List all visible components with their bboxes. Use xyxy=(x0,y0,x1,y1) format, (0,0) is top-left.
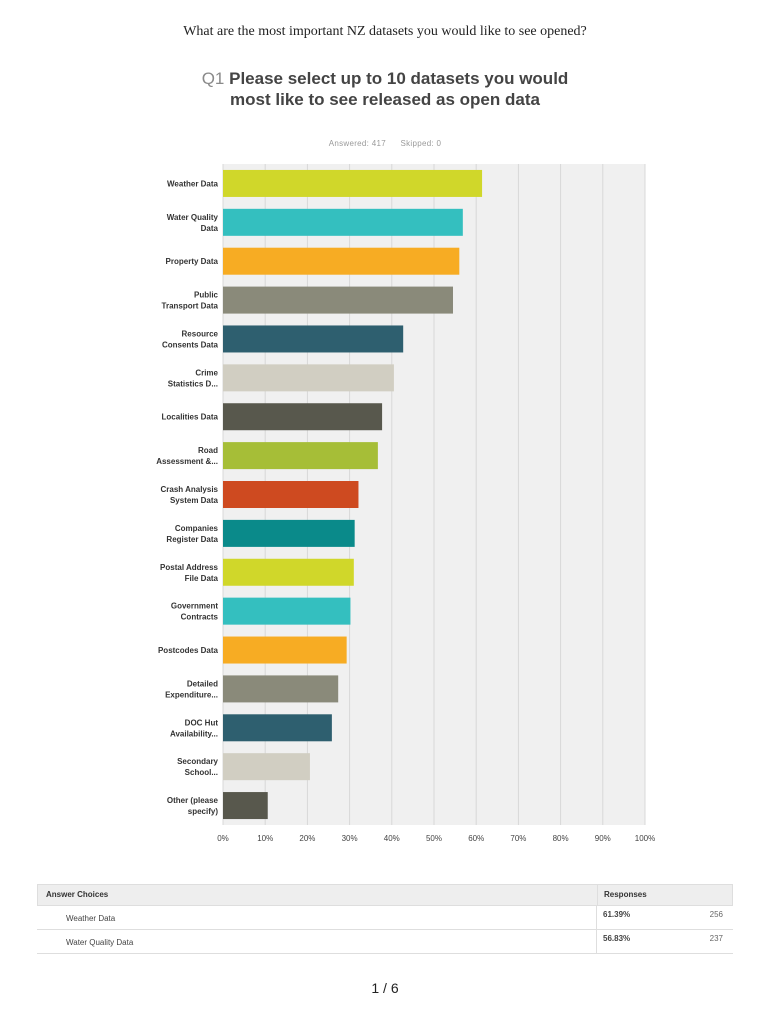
x-tick-label: 10% xyxy=(257,834,273,843)
x-tick-label: 90% xyxy=(595,834,611,843)
x-tick-label: 80% xyxy=(553,834,569,843)
question-text: Please select up to 10 datasets you woul… xyxy=(229,69,569,109)
skipped-count: Skipped: 0 xyxy=(400,139,442,148)
category-label: Postal Address File Data xyxy=(160,563,219,583)
table-row: Weather Data 61.39% 256 xyxy=(37,906,733,930)
bar xyxy=(223,675,339,703)
bar xyxy=(223,792,268,820)
question-stats: Answered: 417 Skipped: 0 xyxy=(0,139,770,148)
x-tick-label: 100% xyxy=(635,834,655,843)
page-number: 1 / 6 xyxy=(371,980,399,996)
row-choice: Weather Data xyxy=(66,914,116,923)
bar xyxy=(223,403,383,431)
category-label: DOC Hut Availability... xyxy=(170,718,218,738)
bar xyxy=(223,325,404,353)
question-title: Q1 Please select up to 10 datasets you w… xyxy=(185,68,585,110)
row-choice: Water Quality Data xyxy=(66,938,134,947)
bar-chart: 0% 10% 20% 30% 40% 50% 60% 70% 80% 90% 100% Weather… xyxy=(156,164,655,843)
x-tick-label: 70% xyxy=(510,834,526,843)
bar xyxy=(223,519,355,547)
category-label: Resource Consents Data xyxy=(162,329,219,349)
answered-count: Answered: 417 xyxy=(328,139,386,148)
bar xyxy=(223,442,378,470)
category-label: Public Transport Data xyxy=(162,291,219,311)
bar xyxy=(223,247,460,275)
row-count: 256 xyxy=(709,910,723,919)
x-tick-label: 30% xyxy=(342,834,358,843)
category-label: Secondary School... xyxy=(177,757,218,777)
bar xyxy=(223,208,463,236)
bar xyxy=(223,597,351,625)
bar xyxy=(223,714,332,742)
table-row: Water Quality Data 56.83% 237 xyxy=(37,930,733,954)
table-header: Answer Choices Responses xyxy=(37,884,733,906)
category-label: Postcodes Data xyxy=(158,646,219,655)
x-tick-label: 50% xyxy=(426,834,442,843)
x-tick-label: 40% xyxy=(384,834,400,843)
question-number: Q1 xyxy=(201,69,225,88)
category-label: Other (please specify) xyxy=(167,796,219,816)
x-tick-label: 0% xyxy=(217,834,229,843)
x-tick-label: 60% xyxy=(468,834,484,843)
category-label: Government Contracts xyxy=(171,602,219,622)
header-answer-choices: Answer Choices xyxy=(46,890,109,899)
category-label: Water Quality Data xyxy=(167,213,219,233)
category-label: Detailed Expenditure... xyxy=(165,679,218,699)
document-header: What are the most important NZ datasets … xyxy=(183,24,587,39)
category-label: Crime Statistics D... xyxy=(168,368,219,388)
category-label: Road Assessment &... xyxy=(156,446,218,466)
bar xyxy=(223,558,354,586)
category-label: Weather Data xyxy=(167,179,219,188)
row-percent: 61.39% xyxy=(603,910,631,919)
bar xyxy=(223,753,310,781)
row-percent: 56.83% xyxy=(603,934,631,943)
category-label: Property Data xyxy=(166,257,219,266)
bar xyxy=(223,364,394,392)
bar xyxy=(223,169,483,197)
category-label: Localities Data xyxy=(162,413,219,422)
bar xyxy=(223,286,453,314)
x-tick-label: 20% xyxy=(299,834,315,843)
header-responses: Responses xyxy=(604,890,647,899)
answers-table: Answer Choices Responses Weather Data 61… xyxy=(37,884,733,954)
bar xyxy=(223,481,359,508)
bar xyxy=(223,636,347,664)
category-label: Crash Analysis System Data xyxy=(160,485,218,505)
row-count: 237 xyxy=(709,934,723,943)
category-label: Companies Register Data xyxy=(166,524,218,544)
